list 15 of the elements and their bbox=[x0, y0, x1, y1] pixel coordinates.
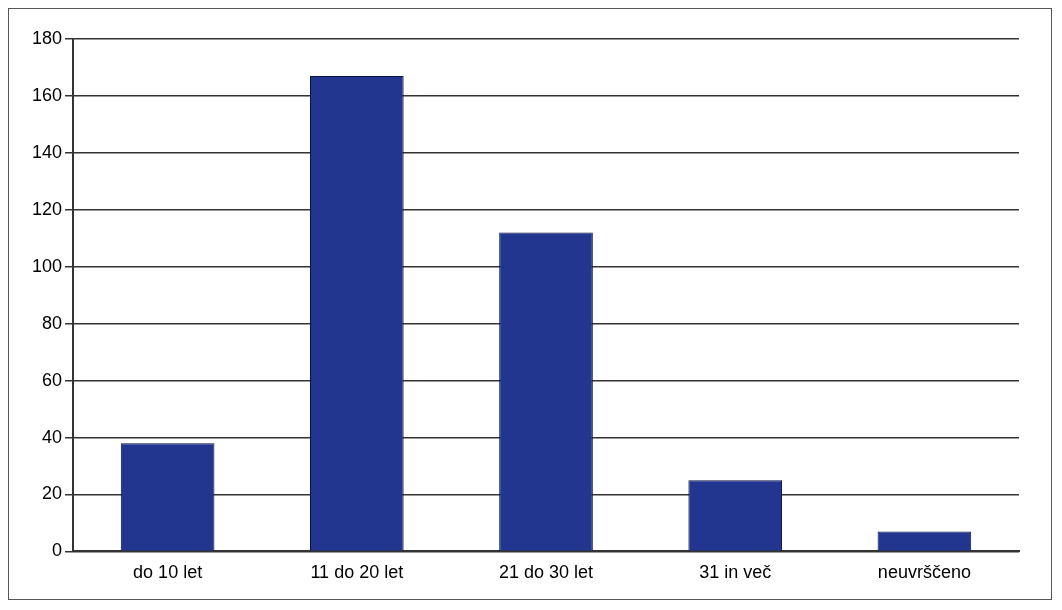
y-tick-label: 160 bbox=[31, 84, 63, 105]
y-tick-label: 100 bbox=[31, 255, 63, 276]
x-tick-label: 21 do 30 let bbox=[498, 562, 594, 583]
y-tick-label: 40 bbox=[42, 426, 63, 447]
y-tick-label: 60 bbox=[42, 369, 63, 390]
x-tick-label: 31 in več bbox=[699, 562, 772, 583]
y-tick-label: 180 bbox=[31, 27, 63, 48]
y-tick-label: 80 bbox=[42, 312, 63, 333]
y-tick-label: 20 bbox=[42, 483, 63, 504]
x-tick-label: 11 do 20 let bbox=[310, 562, 404, 583]
x-tick-label: neuvrščeno bbox=[877, 562, 971, 583]
y-tick-label: 0 bbox=[52, 540, 63, 561]
y-tick-label: 120 bbox=[31, 198, 63, 219]
x-tick-label: do 10 let bbox=[133, 562, 203, 583]
y-tick-label: 140 bbox=[31, 141, 63, 162]
